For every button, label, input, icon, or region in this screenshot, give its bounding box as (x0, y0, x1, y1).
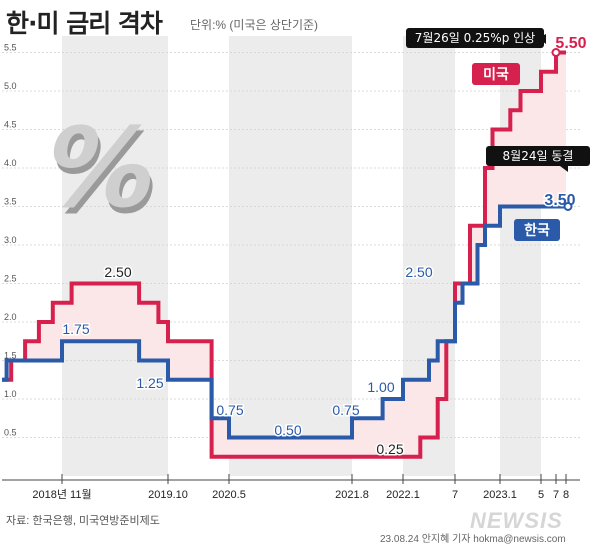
y-tick-label: 3.5 (4, 197, 17, 207)
data-label: 5.50 (555, 35, 586, 52)
y-tick-label: 0.5 (4, 428, 17, 438)
legend-box-korea (514, 219, 560, 241)
us-rate-line (2, 50, 566, 459)
data-labels: 2.50 1.75 1.25 0.75 0.50 0.75 1.00 0.25 2.50 5.50… (61, 34, 588, 459)
unit-note: 단위:% (미국은 상단기준) (190, 18, 319, 32)
data-label: 1.25 (136, 375, 163, 391)
data-label: 0.25 (376, 441, 403, 457)
annotation-box (486, 146, 590, 166)
data-label: 0.75 (216, 402, 243, 418)
korea-rate-line (2, 204, 566, 440)
annotation-box (406, 28, 544, 48)
y-tick-label: 4.5 (4, 120, 17, 130)
data-label: 0.75 (332, 402, 359, 418)
korea-end-marker (563, 202, 573, 211)
data-label: 2.50 (104, 264, 131, 280)
x-tick-label: 2021.8 (335, 489, 369, 501)
annotation-text: 8월24일 동결 (503, 149, 574, 163)
x-tick-label: 7 (452, 489, 458, 501)
watermark-logo: NEWSIS (470, 508, 563, 533)
legend-label: 미국 (483, 67, 509, 83)
x-tick-label: 2023.1 (483, 489, 517, 501)
y-tick-label: 5.0 (4, 81, 17, 91)
y-axis: 0.5 1.0 1.5 2.0 2.5 3.0 3.5 4.0 4.5 5.0 5.5 (4, 43, 17, 438)
data-label: 2.50 (405, 264, 432, 280)
x-tick-label: 2018년 11월 (32, 488, 91, 501)
y-tick-label: 5.5 (4, 43, 17, 53)
us-end-marker (551, 48, 561, 57)
x-tick-label: 8 (563, 489, 569, 501)
data-label: 1.75 (62, 321, 89, 337)
x-tick-label: 5 (538, 489, 544, 501)
legend-box-us (472, 63, 520, 85)
credit-line: 23.08.24 안지혜 기자 hokma@newsis.com (380, 534, 566, 545)
annotation-pointer (538, 34, 546, 44)
annotations: 7월26일 0.25%p 인상 8월24일 동결 (406, 28, 590, 172)
chart-title: 한·미 금리 격차 (6, 9, 163, 38)
annotation-pointer (560, 162, 568, 172)
data-label: 0.50 (274, 422, 301, 438)
band-0 (62, 36, 168, 476)
percent-icon: % % (33, 105, 173, 239)
svg-text:%: % (33, 105, 170, 233)
y-tick-label: 2.0 (4, 312, 17, 322)
y-tick-label: 2.5 (4, 274, 17, 284)
y-tick-label: 1.0 (4, 389, 17, 399)
data-label: 1.00 (367, 379, 394, 395)
y-tick-label: 4.0 (4, 158, 17, 168)
y-tick-label: 3.0 (4, 235, 17, 245)
svg-text:%: % (35, 111, 172, 239)
x-tick-label: 2019.10 (148, 489, 188, 501)
annotation-text: 7월26일 0.25%p 인상 (415, 31, 535, 45)
legend-label: 한국 (524, 223, 550, 239)
source-note: 자료: 한국은행, 미국연방준비제도 (6, 515, 160, 527)
x-tick-label: 2020.5 (212, 489, 246, 501)
x-axis: 2018년 11월 2019.10 2020.5 2021.8 2022.1 7 2023.… (2, 474, 580, 501)
x-tick-label: 2022.1 (386, 489, 420, 501)
rate-gap-area (2, 52, 566, 457)
band-1 (229, 36, 352, 476)
y-tick-label: 1.5 (4, 351, 17, 361)
x-tick-label: 7 (553, 489, 559, 501)
